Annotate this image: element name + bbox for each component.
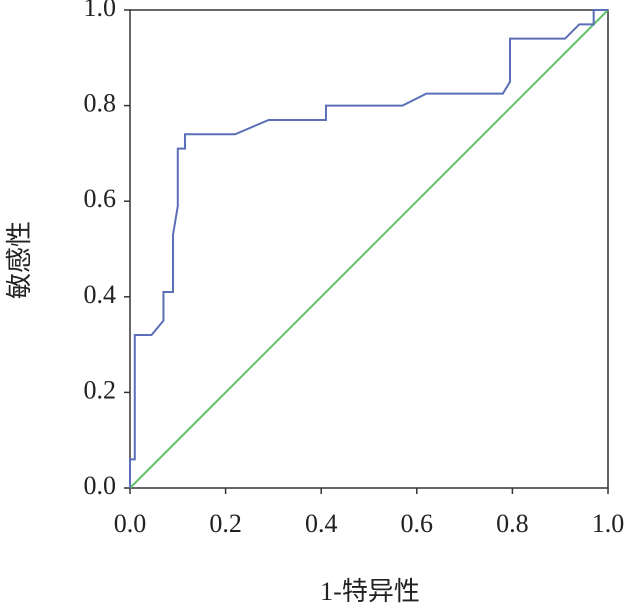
x-tick-label: 0.2 <box>209 509 242 538</box>
x-tick-label: 0.0 <box>114 509 147 538</box>
x-tick-label: 0.4 <box>305 509 338 538</box>
series-line <box>129 9 609 489</box>
x-tick-label: 0.8 <box>496 509 529 538</box>
x-axis-label: 1-特异性 <box>320 577 420 606</box>
y-tick-label: 0.0 <box>84 471 117 500</box>
x-tick-label: 1.0 <box>592 509 625 538</box>
y-tick-label: 0.4 <box>84 280 117 309</box>
y-axis-label: 敏感性 <box>5 221 34 299</box>
y-tick-label: 1.0 <box>84 0 117 22</box>
y-tick-label: 0.6 <box>84 184 117 213</box>
y-tick-label: 0.8 <box>84 89 117 118</box>
x-tick-label: 0.6 <box>401 509 434 538</box>
y-tick-label: 0.2 <box>84 375 117 404</box>
plot-frame <box>129 9 609 489</box>
series-line <box>129 9 608 488</box>
